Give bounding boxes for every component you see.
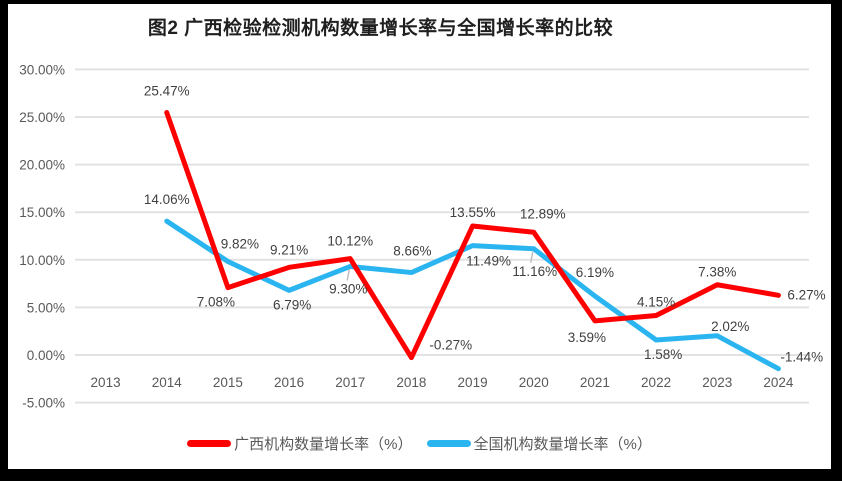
svg-text:20.00%: 20.00% [19,158,65,173]
legend-item-national: 全国机构数量增长率（%） [426,433,652,454]
svg-text:2013: 2013 [91,375,121,390]
legend-label-national: 全国机构数量增长率（%） [473,435,652,453]
svg-text:9.21%: 9.21% [270,242,308,257]
svg-text:5.00%: 5.00% [27,300,65,315]
legend-swatch-guangxi [187,439,232,447]
svg-text:2015: 2015 [213,375,243,390]
chart-frame: 图2 广西检验检测机构数量增长率与全国增长率的比较 30.00% 25.00% 20… [8,4,831,469]
svg-text:8.66%: 8.66% [393,244,431,259]
svg-text:9.82%: 9.82% [221,237,259,252]
svg-text:2018: 2018 [396,375,426,390]
svg-text:2022: 2022 [641,375,671,390]
svg-text:2016: 2016 [274,375,304,390]
svg-text:10.12%: 10.12% [327,234,373,249]
svg-text:13.55%: 13.55% [450,205,496,220]
x-axis-tick-labels: 2013 2014 2015 2016 2017 2018 2019 2020 2021 2022… [91,375,794,390]
svg-text:9.30%: 9.30% [329,281,367,296]
svg-text:2023: 2023 [702,375,732,390]
chart-legend: 广西机构数量增长率（%） 全国机构数量增长率（%） [8,432,831,454]
chart-title: 图2 广西检验检测机构数量增长率与全国增长率的比较 [147,18,614,39]
legend-swatch-national [426,439,471,447]
legend-label-guangxi: 广西机构数量增长率（%） [234,435,413,453]
series-line-national [164,218,781,372]
svg-text:2021: 2021 [580,375,610,390]
svg-text:15.00%: 15.00% [19,205,65,220]
svg-text:2019: 2019 [458,375,488,390]
svg-text:0.00%: 0.00% [27,348,65,363]
svg-text:11.16%: 11.16% [512,264,557,279]
svg-text:30.00%: 30.00% [19,62,65,77]
svg-text:14.06%: 14.06% [144,192,190,207]
series-line-guangxi [164,110,781,361]
svg-text:6.19%: 6.19% [576,265,614,280]
svg-text:4.15%: 4.15% [637,294,675,309]
svg-text:2014: 2014 [152,375,183,390]
svg-text:6.27%: 6.27% [787,287,825,302]
svg-text:2.02%: 2.02% [711,319,749,334]
svg-text:11.49%: 11.49% [466,254,511,269]
svg-text:2020: 2020 [519,375,549,390]
legend-item-guangxi: 广西机构数量增长率（%） [187,433,413,454]
svg-text:2017: 2017 [335,375,365,390]
svg-text:-5.00%: -5.00% [22,396,65,411]
svg-text:6.79%: 6.79% [273,297,311,312]
svg-text:7.38%: 7.38% [698,265,736,280]
data-label-leader-lines [346,251,534,281]
svg-text:12.89%: 12.89% [520,206,566,221]
svg-text:25.47%: 25.47% [144,84,190,99]
svg-text:2024: 2024 [763,375,794,390]
svg-text:10.00%: 10.00% [19,253,65,268]
svg-text:1.58%: 1.58% [644,347,682,362]
y-axis-tick-labels: 30.00% 25.00% 20.00% 15.00% 10.00% 5.00% 0.00%… [19,62,65,410]
svg-text:3.59%: 3.59% [568,330,606,345]
svg-text:7.08%: 7.08% [197,295,235,310]
line-chart-plot: 30.00% 25.00% 20.00% 15.00% 10.00% 5.00% 0.00%… [19,62,826,410]
svg-text:-0.27%: -0.27% [429,338,472,353]
series-data-labels-guangxi: 25.47% 7.08% 9.21% 10.12% -0.27% 13.55% 12.89%… [144,84,826,353]
series-data-labels-national: 14.06% 9.82% 6.79% 9.30% 8.66% 11.49%11.16% 6.… [144,192,823,365]
svg-text:25.00%: 25.00% [19,110,65,125]
svg-text:-1.44%: -1.44% [780,350,823,365]
